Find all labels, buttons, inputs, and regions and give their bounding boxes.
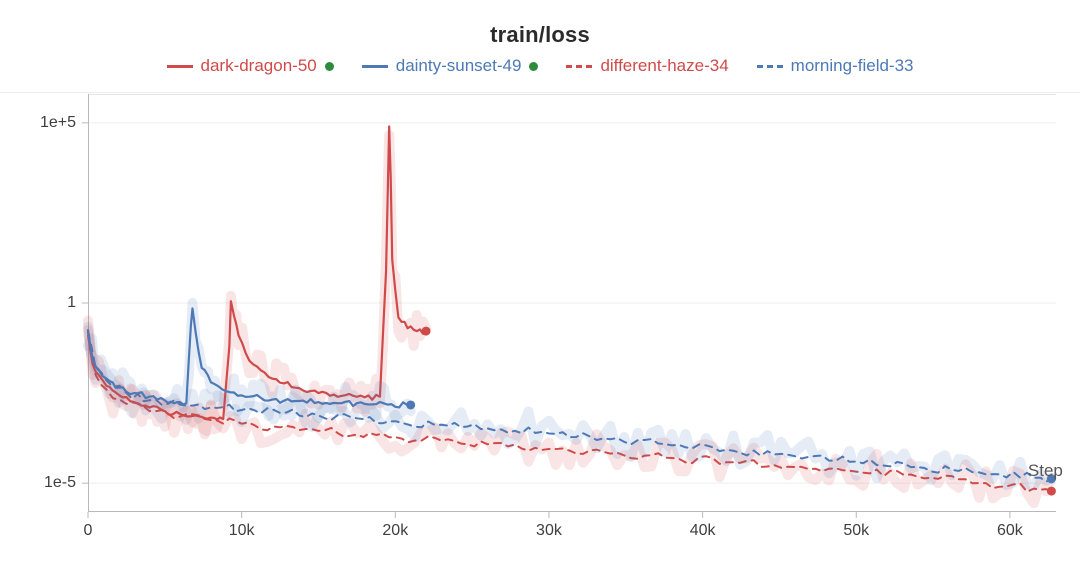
xtick-label: 30k	[536, 522, 562, 540]
xaxis-title: Step	[1028, 461, 1063, 481]
legend-item-different-haze-34[interactable]: different-haze-34	[566, 56, 728, 76]
chart-title: train/loss	[0, 0, 1080, 48]
xtick-label: 50k	[843, 522, 869, 540]
legend-label: morning-field-33	[791, 56, 914, 76]
legend-item-dainty-sunset-49[interactable]: dainty-sunset-49	[362, 56, 539, 76]
series-endpoint-marker	[422, 327, 431, 336]
ytick-label: 1	[67, 294, 76, 312]
xtick-label: 60k	[997, 522, 1023, 540]
status-dot-icon	[529, 62, 538, 71]
legend-item-dark-dragon-50[interactable]: dark-dragon-50	[167, 56, 334, 76]
chart-legend: dark-dragon-50 dainty-sunset-49 different-…	[0, 56, 1080, 82]
xtick-label: 40k	[690, 522, 716, 540]
legend-swatch	[757, 65, 783, 68]
series-endpoint-marker	[1047, 487, 1056, 496]
legend-separator	[0, 92, 1080, 93]
ytick-label: 1e+5	[40, 114, 76, 132]
xtick-label: 10k	[229, 522, 255, 540]
status-dot-icon	[325, 62, 334, 71]
plot-area[interactable]: Step 1e-511e+5010k20k30k40k50k60k	[88, 94, 1056, 512]
legend-swatch	[566, 65, 592, 68]
xtick-label: 20k	[382, 522, 408, 540]
ytick-label: 1e-5	[44, 474, 76, 492]
plot-svg	[88, 94, 1056, 512]
legend-label: different-haze-34	[600, 56, 728, 76]
legend-item-morning-field-33[interactable]: morning-field-33	[757, 56, 914, 76]
legend-swatch	[362, 65, 388, 68]
legend-label: dark-dragon-50	[201, 56, 317, 76]
series-endpoint-marker	[406, 400, 415, 409]
loss-chart: train/loss dark-dragon-50 dainty-sunset-4…	[0, 0, 1080, 567]
legend-label: dainty-sunset-49	[396, 56, 522, 76]
xtick-label: 0	[84, 522, 93, 540]
legend-swatch	[167, 65, 193, 68]
